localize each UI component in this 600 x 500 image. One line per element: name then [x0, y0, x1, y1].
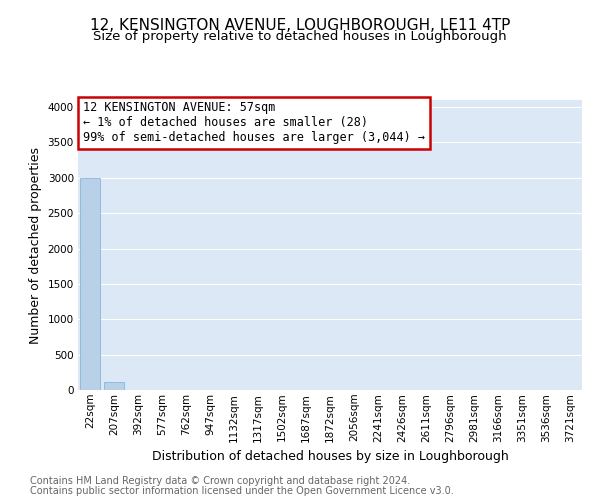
Text: Contains public sector information licensed under the Open Government Licence v3: Contains public sector information licen…: [30, 486, 454, 496]
Text: Size of property relative to detached houses in Loughborough: Size of property relative to detached ho…: [93, 30, 507, 43]
Text: 12 KENSINGTON AVENUE: 57sqm
← 1% of detached houses are smaller (28)
99% of semi: 12 KENSINGTON AVENUE: 57sqm ← 1% of deta…: [83, 102, 425, 144]
Text: 12, KENSINGTON AVENUE, LOUGHBOROUGH, LE11 4TP: 12, KENSINGTON AVENUE, LOUGHBOROUGH, LE1…: [90, 18, 510, 32]
Bar: [80, 178, 100, 390]
Y-axis label: Number of detached properties: Number of detached properties: [29, 146, 42, 344]
Bar: [104, 382, 124, 390]
X-axis label: Distribution of detached houses by size in Loughborough: Distribution of detached houses by size …: [152, 450, 508, 463]
Text: Contains HM Land Registry data © Crown copyright and database right 2024.: Contains HM Land Registry data © Crown c…: [30, 476, 410, 486]
